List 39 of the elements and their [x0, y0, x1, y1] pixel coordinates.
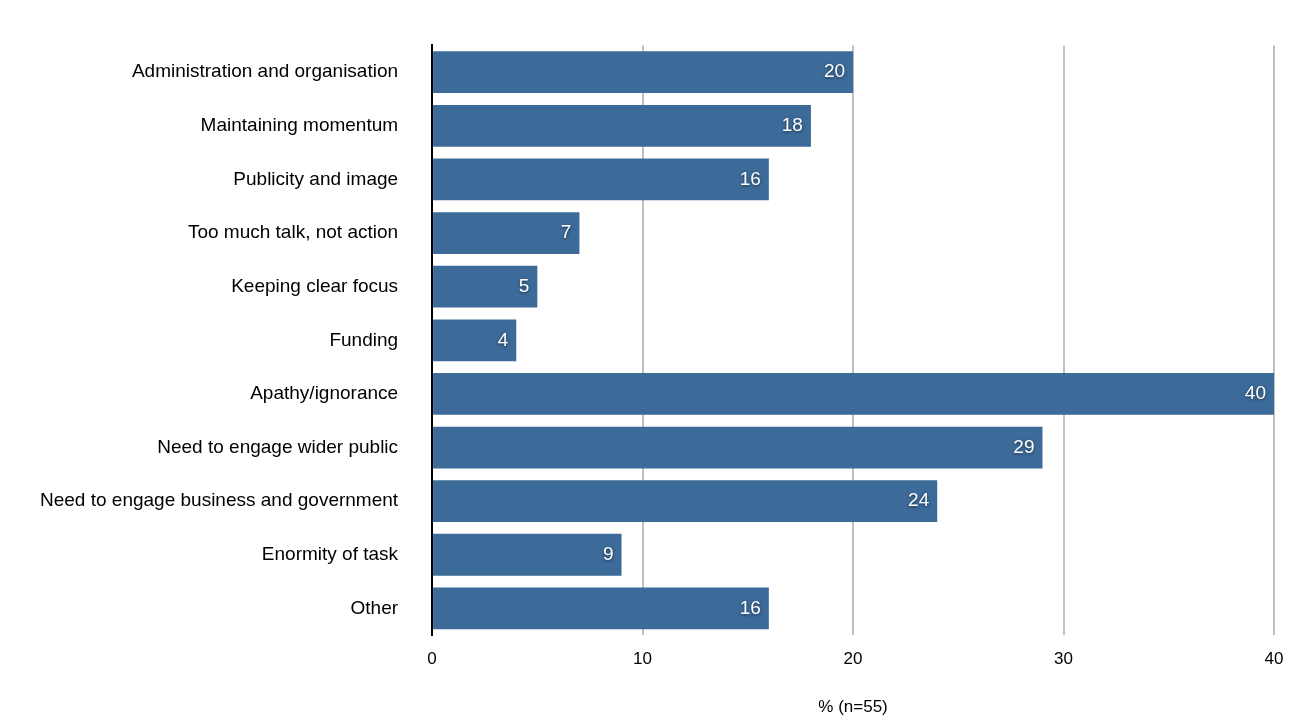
- bar: [433, 104, 811, 147]
- bar: [433, 533, 622, 576]
- y-tick-label: Administration and organisation: [131, 60, 399, 82]
- y-tick-label: Need to engage business and government: [39, 489, 399, 511]
- y-tick-label: Enormity of task: [261, 543, 399, 565]
- y-tick-label: Publicity and image: [233, 167, 399, 189]
- bar: [433, 373, 1274, 415]
- bar: [433, 480, 938, 523]
- bar: [433, 265, 538, 308]
- data-label: 18: [781, 114, 803, 136]
- data-label: 16: [739, 167, 761, 189]
- y-tick-label: Funding: [329, 328, 399, 350]
- data-label: 40: [1244, 382, 1266, 404]
- data-label: 29: [1013, 435, 1035, 457]
- data-label: 7: [560, 221, 572, 243]
- bar: [433, 587, 769, 630]
- bar: [433, 319, 517, 362]
- x-tick-label: 0: [427, 649, 437, 669]
- data-label: 16: [739, 596, 761, 618]
- y-tick-label: Other: [350, 596, 399, 618]
- bar: [433, 426, 1043, 469]
- bar: [433, 51, 854, 94]
- x-tick-label: 20: [843, 649, 863, 669]
- y-tick-label: Keeping clear focus: [231, 274, 399, 296]
- x-tick-label: 30: [1054, 649, 1073, 669]
- y-tick-label: Apathy/ignorance: [250, 382, 399, 404]
- y-tick-label: Too much talk, not action: [187, 221, 399, 243]
- bar: [433, 212, 580, 254]
- data-label: 5: [518, 274, 530, 296]
- y-tick-label: Maintaining momentum: [200, 114, 399, 136]
- x-tick-label: 40: [1264, 649, 1284, 669]
- data-label: 9: [602, 543, 614, 565]
- data-label: 20: [823, 60, 846, 82]
- y-tick-label: Need to engage wider public: [157, 435, 399, 457]
- data-label: 24: [908, 489, 930, 511]
- x-axis-title: % (n=55): [818, 697, 888, 717]
- x-tick-label: 10: [633, 649, 653, 669]
- data-label: 4: [497, 328, 509, 350]
- bar: [433, 158, 769, 201]
